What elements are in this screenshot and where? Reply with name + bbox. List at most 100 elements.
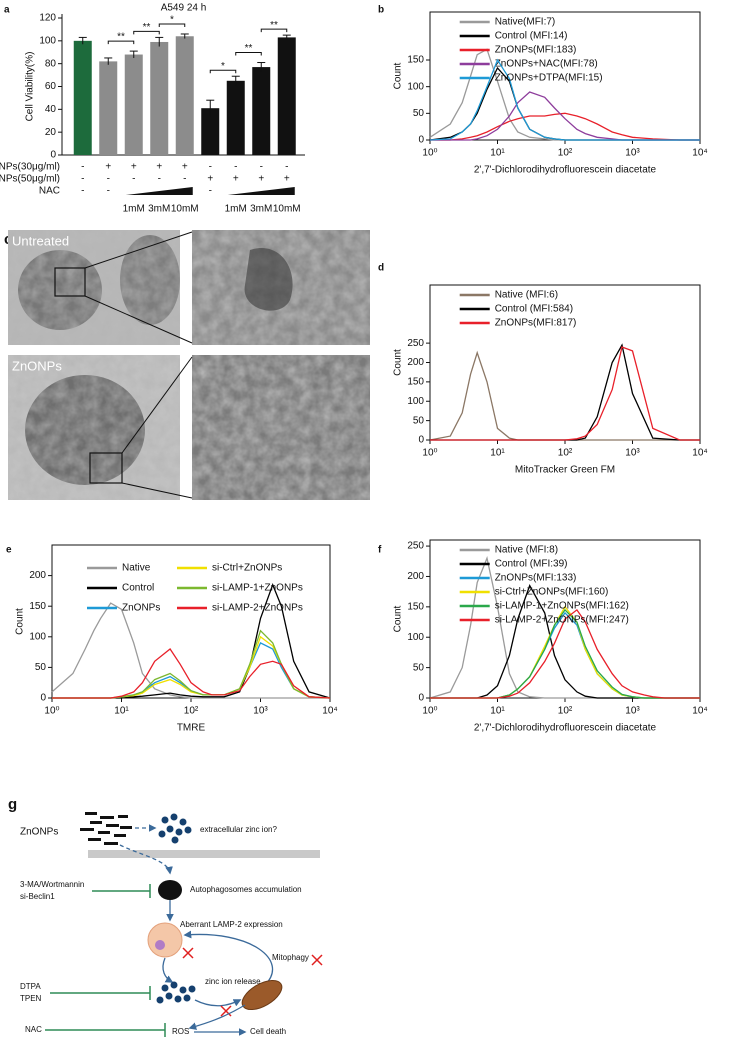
y-tick-label: 150	[407, 55, 424, 66]
histogram-line	[429, 58, 700, 141]
condition-mark: -	[107, 174, 110, 185]
arrow	[183, 930, 274, 986]
condition-mark: -	[260, 162, 263, 173]
inhibitor	[92, 884, 151, 898]
legend-label: Native	[122, 563, 151, 574]
significance-bracket	[107, 40, 135, 45]
legend-label: Control	[122, 583, 154, 594]
y-tick-label: 100	[407, 81, 424, 92]
nanoparticles	[80, 812, 132, 845]
legend-label: Control (MFI:584)	[495, 304, 573, 315]
condition-mark: -	[183, 174, 186, 185]
condition-mark: -	[285, 162, 288, 173]
condition-mark: +	[258, 174, 264, 185]
concentration-label: 3mM	[250, 204, 272, 215]
x-tick-label: 10⁰	[422, 706, 437, 717]
y-tick-label: 50	[413, 415, 425, 426]
condition-mark: +	[284, 174, 290, 185]
zoom-line	[121, 356, 193, 454]
y-axis-label: Count	[393, 605, 404, 632]
zoom-box	[89, 452, 123, 484]
bar	[175, 36, 194, 156]
significance-bracket	[133, 30, 160, 35]
y-tick-label: 100	[407, 632, 424, 643]
bar	[124, 54, 143, 155]
y-tick-label: 150	[407, 377, 424, 388]
legend-label: si-LAMP-2+ZnONPs	[212, 603, 303, 614]
histogram-line	[430, 343, 700, 441]
concentration-label: 10mM	[273, 204, 301, 215]
y-tick-label: 100	[39, 35, 56, 46]
diagram-label: 3-MA/Wortmannin	[20, 880, 84, 889]
y-tick-label: 40	[45, 104, 57, 115]
diagram-label: extracellular zinc ion?	[200, 825, 277, 834]
panel-letter: g	[8, 796, 17, 813]
significance-label: *	[221, 61, 225, 72]
x-tick-label: 10¹	[490, 706, 505, 717]
diagram-label: Aberrant LAMP-2 expression	[180, 920, 283, 929]
condition-label: ZnONPs(50μg/ml)	[0, 174, 60, 185]
lysosome-core	[155, 940, 165, 950]
legend-label: ZnONPs+DTPA(MFI:15)	[495, 73, 603, 84]
x-axis-label: 2',7'-Dichlorodihydrofluorescein diaceta…	[474, 723, 657, 734]
y-tick-label: 0	[418, 435, 424, 446]
significance-label: **	[270, 20, 278, 31]
zoom-line	[84, 295, 193, 344]
x-axis-label: MitoTracker Green FM	[515, 465, 615, 476]
y-tick-label: 250	[407, 338, 424, 349]
x-tick-label: 10²	[558, 706, 573, 717]
legend-label: si-Ctrl+ZnONPs	[212, 563, 282, 574]
panel-letter: d	[378, 263, 384, 274]
legend-label: si-LAMP-1+ZnONPs	[212, 583, 303, 594]
legend-label: Native (MFI:6)	[495, 290, 558, 301]
condition-mark: +	[207, 174, 213, 185]
legend-label: Control (MFI:39)	[495, 559, 568, 570]
histogram-line	[429, 350, 700, 441]
y-tick-label: 250	[407, 541, 424, 552]
x-tick-label: 10⁴	[692, 448, 707, 459]
texture	[8, 230, 180, 345]
diagram-label: ROS	[172, 1027, 189, 1036]
condition-mark: -	[209, 162, 212, 173]
significance-bracket	[209, 69, 237, 74]
diagram-label: si-Beclin1	[20, 892, 55, 901]
histogram-line	[430, 112, 700, 141]
x-tick-label: 10⁰	[422, 448, 437, 459]
condition-mark: +	[156, 162, 162, 173]
condition-mark: -	[158, 174, 161, 185]
micrographs: c Untreated ZnONPs	[4, 230, 370, 500]
legend-label: ZnONPs(MFI:133)	[495, 573, 577, 584]
diagram: g ZnONPs extracellular zinc ion? 3-MA/Wo…	[8, 796, 323, 1037]
x-tick-label: 10³	[625, 148, 640, 159]
x-tick-label: 10²	[184, 706, 199, 717]
diagram-label: NAC	[25, 1025, 42, 1034]
condition-mark: +	[233, 174, 239, 185]
legend-label: ZnONPs	[122, 603, 160, 614]
x-tick-label: 10²	[558, 448, 573, 459]
legend-label: si-LAMP-1+ZnONPs(MFI:162)	[495, 601, 629, 612]
condition-mark: +	[131, 162, 137, 173]
condition-mark: -	[209, 186, 212, 197]
bar	[226, 80, 245, 155]
y-tick-label: 120	[39, 13, 56, 24]
histogram-line	[52, 648, 331, 699]
block-mark	[182, 947, 194, 959]
x-axis-label: 2',7'-Dichlorodihydrofluorescein diaceta…	[474, 165, 657, 176]
panel-letter: b	[378, 5, 384, 16]
texture	[192, 355, 370, 500]
legend-label: ZnONPs(MFI:817)	[495, 318, 577, 329]
panel-letter: a	[4, 5, 10, 16]
x-axis-label: TMRE	[177, 723, 206, 734]
legend-label: ZnONPs(MFI:183)	[495, 45, 577, 56]
significance-bracket	[260, 28, 288, 33]
histogram-line	[430, 91, 700, 141]
x-tick-label: 10¹	[114, 706, 129, 717]
legend-label: si-Ctrl+ZnONPs(MFI:160)	[495, 587, 609, 598]
x-tick-label: 10⁰	[422, 148, 437, 159]
y-tick-label: 0	[418, 693, 424, 704]
condition-mark: -	[132, 174, 135, 185]
condition-mark: -	[107, 186, 110, 197]
legend-label: Native(MFI:7)	[495, 17, 556, 28]
histogram-line	[52, 629, 331, 699]
membrane	[88, 850, 320, 858]
